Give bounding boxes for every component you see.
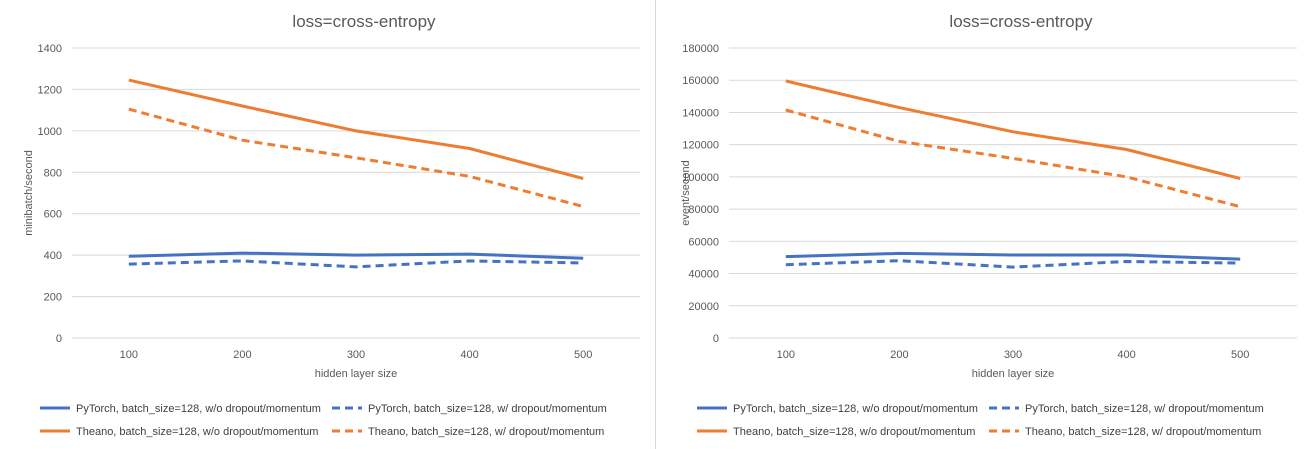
x-tick-label: 300 (347, 349, 365, 361)
x-tick-label: 500 (574, 349, 592, 361)
y-tick-label: 20000 (688, 301, 719, 313)
x-tick-label: 400 (460, 349, 478, 361)
y-tick-label: 1400 (38, 43, 62, 55)
y-tick-label: 400 (44, 250, 62, 262)
series-line-2 (785, 259, 1241, 269)
x-axis-label: hidden layer size (972, 368, 1055, 380)
x-tick-label: 100 (120, 349, 138, 361)
chart-panel-event: loss=cross-entropy 0 20000 40000 60000 80000 1… (657, 0, 1313, 449)
y-tick-label: 120000 (682, 140, 719, 152)
chart-svg-minibatch: loss=cross-entropy 0 200 400 600 800 1000 1200 1… (23, 12, 640, 438)
x-tick-label: 200 (890, 349, 908, 361)
x-tick-label: 400 (1117, 349, 1135, 361)
y-tick-label: 60000 (688, 236, 719, 248)
x-tick-label: 500 (1231, 349, 1249, 361)
chart-panel-minibatch: loss=cross-entropy 0 200 400 600 800 1000 1200 1… (0, 0, 656, 449)
y-tick-label: 600 (44, 209, 62, 221)
y-tick-label: 180000 (682, 43, 719, 55)
y-tick-label: 0 (56, 333, 62, 345)
legend-label: Theano, batch_size=128, w/ dropout/momen… (368, 426, 604, 438)
chart-svg-event: loss=cross-entropy 0 20000 40000 60000 80000 1… (680, 12, 1297, 438)
y-tick-label: 1200 (38, 84, 62, 96)
legend-label: Theano, batch_size=128, w/o dropout/mome… (76, 426, 318, 438)
series-line-4 (128, 107, 584, 208)
legend-label: Theano, batch_size=128, w/ dropout/momen… (1025, 426, 1261, 438)
y-tick-label: 160000 (682, 75, 719, 87)
series-line-2 (128, 259, 584, 269)
series-line-1 (785, 251, 1241, 261)
y-tick-label: 1000 (38, 126, 62, 138)
x-tick-label: 200 (233, 349, 251, 361)
x-axis-label: hidden layer size (315, 368, 398, 380)
y-tick-label: 100000 (682, 172, 719, 184)
chart-title: loss=cross-entropy (292, 12, 436, 31)
legend-label: PyTorch, batch_size=128, w/ dropout/mome… (368, 403, 607, 415)
y-tick-label: 800 (44, 167, 62, 179)
y-tick-label: 140000 (682, 107, 719, 119)
y-tick-label: 200 (44, 292, 62, 304)
x-tick-label: 300 (1004, 349, 1022, 361)
legend-label: PyTorch, batch_size=128, w/o dropout/mom… (733, 403, 978, 415)
y-tick-label: 40000 (688, 269, 719, 281)
series-line-1 (128, 251, 584, 260)
y-axis-label: event/second (680, 160, 692, 225)
series-line-4 (785, 108, 1241, 209)
legend-label: PyTorch, batch_size=128, w/o dropout/mom… (76, 403, 321, 415)
y-axis-label: minibatch/second (23, 150, 35, 236)
legend-label: Theano, batch_size=128, w/o dropout/mome… (733, 426, 975, 438)
series-line-3 (785, 79, 1241, 180)
y-tick-label: 0 (713, 333, 719, 345)
y-tick-label: 80000 (688, 204, 719, 216)
series-line-3 (128, 78, 584, 180)
x-tick-label: 100 (777, 349, 795, 361)
chart-title: loss=cross-entropy (949, 12, 1093, 31)
legend-label: PyTorch, batch_size=128, w/ dropout/mome… (1025, 403, 1264, 415)
